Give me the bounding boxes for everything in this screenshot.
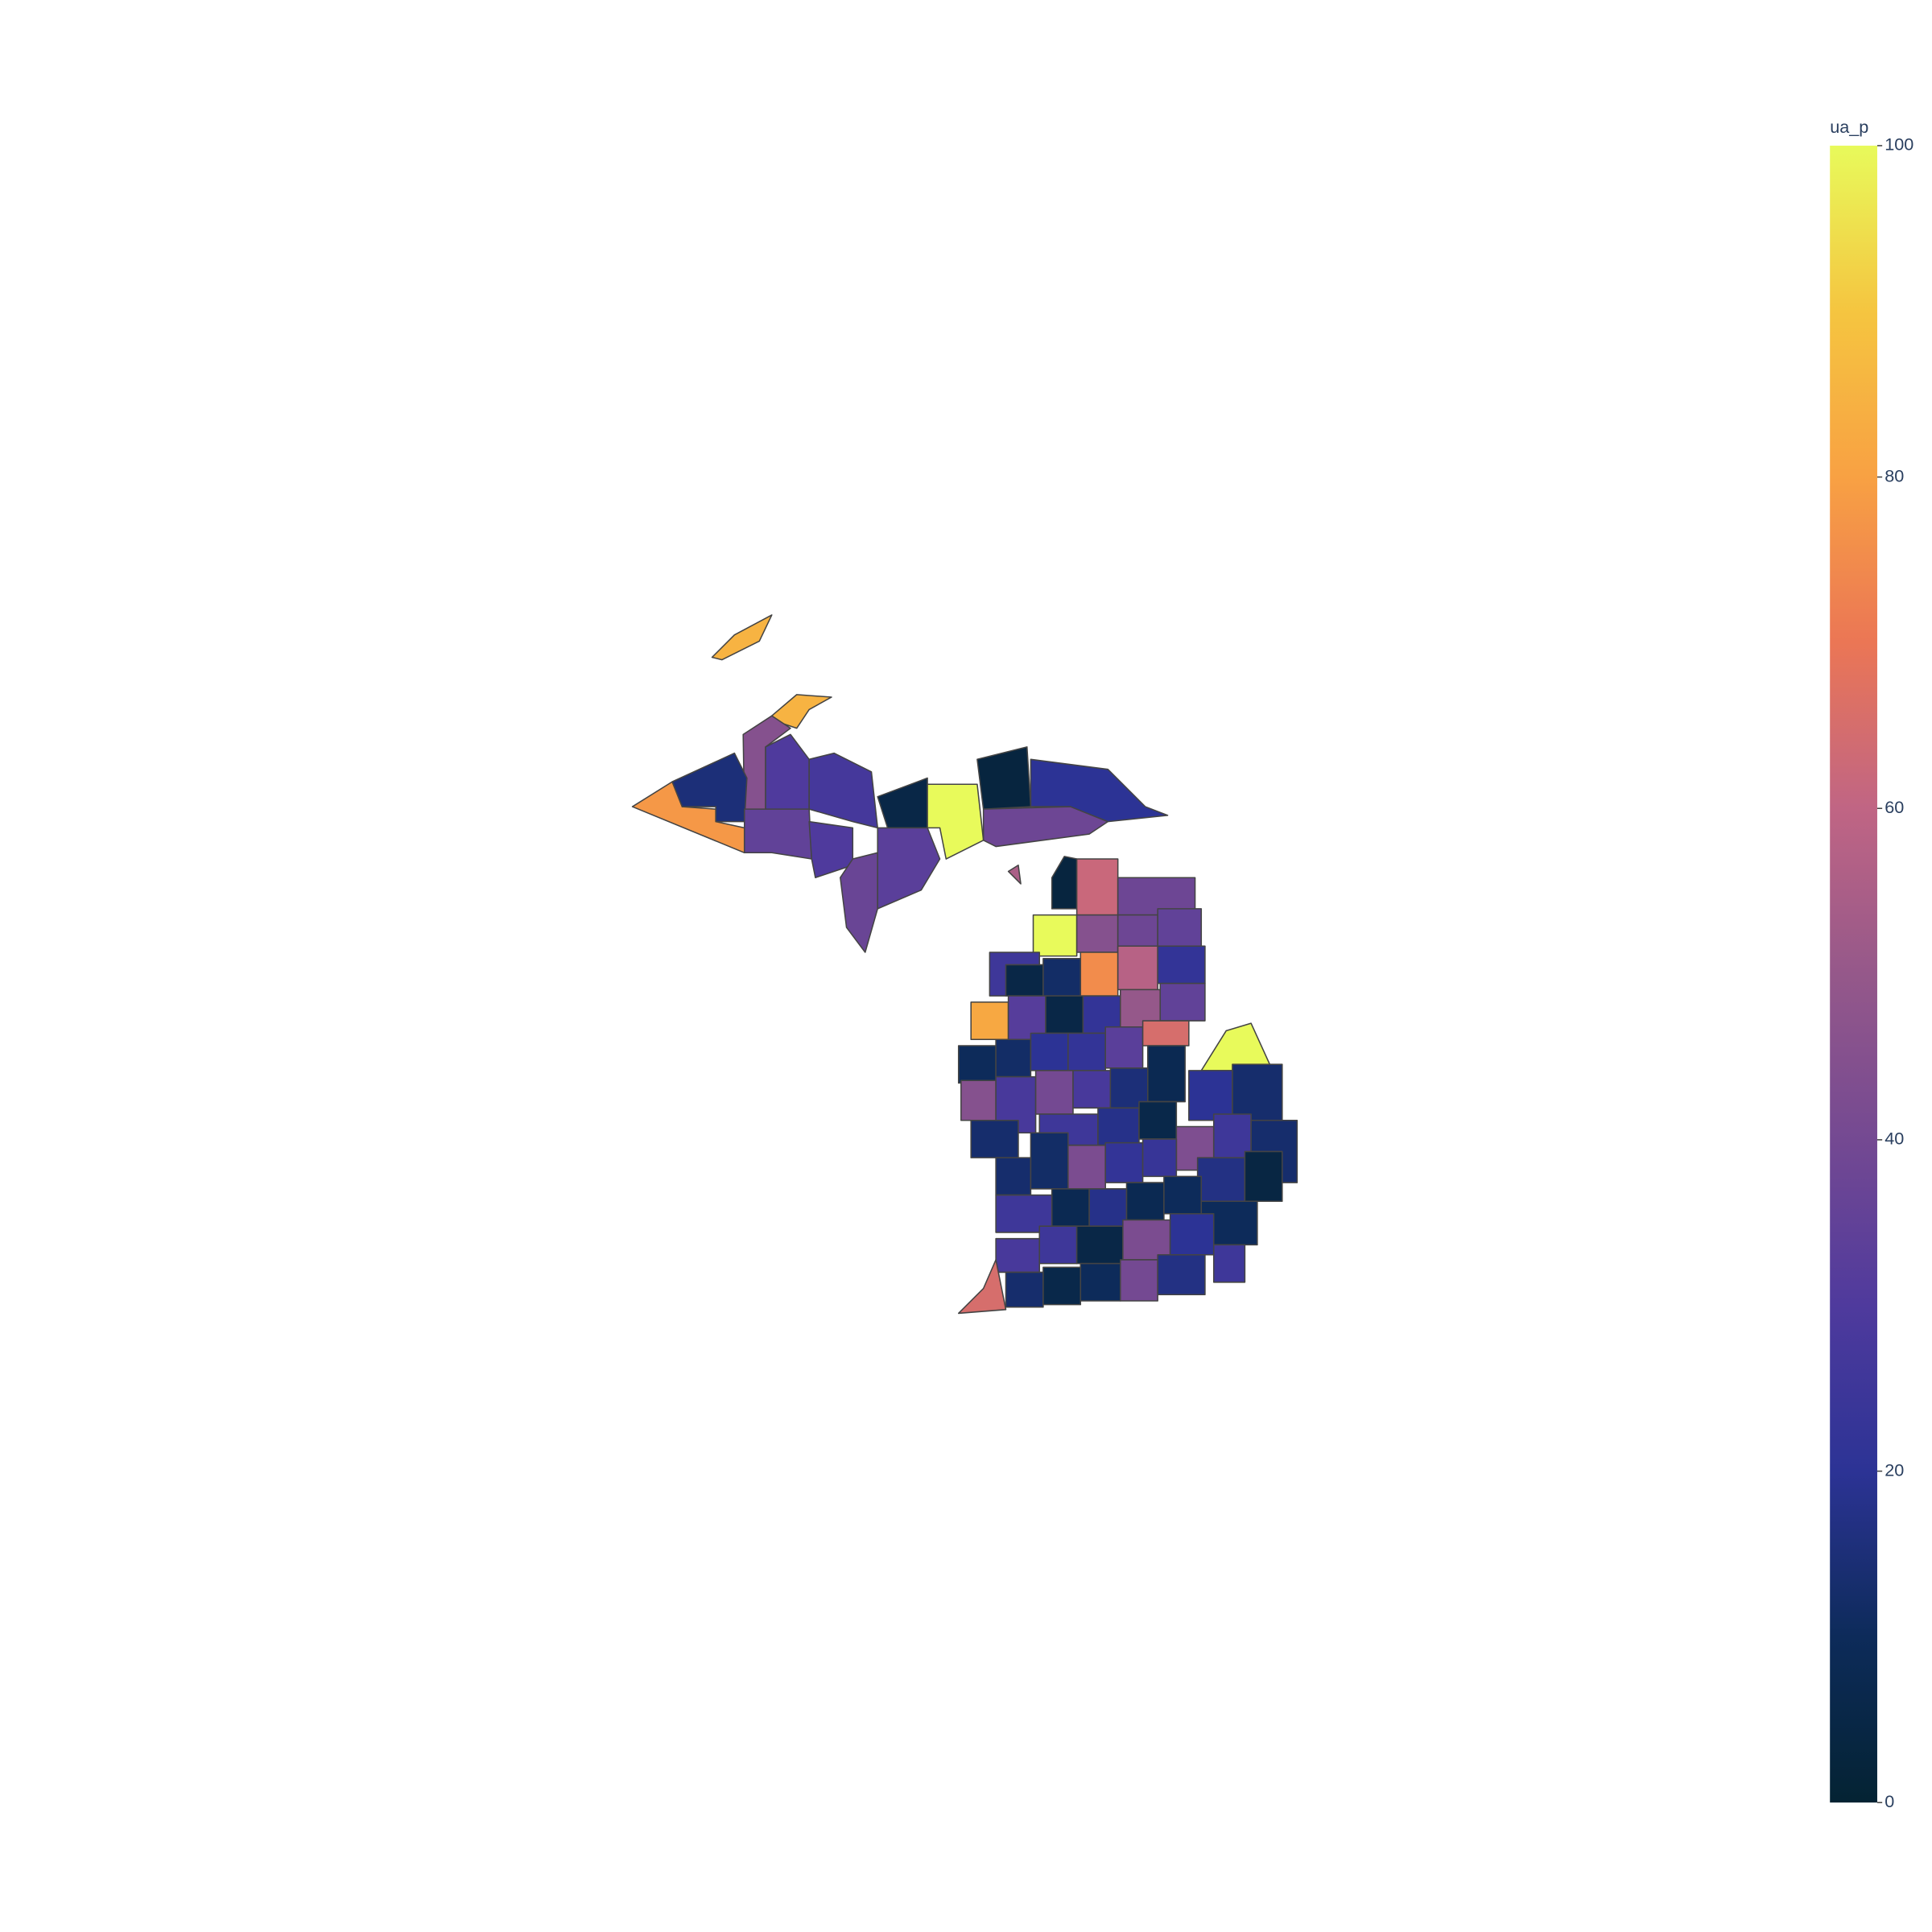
- county: [1075, 858, 1119, 916]
- county: [1075, 914, 1119, 953]
- county: [1163, 1175, 1203, 1215]
- county: [765, 733, 810, 816]
- county: [1169, 1212, 1215, 1256]
- county: [1122, 1219, 1171, 1261]
- county: [1088, 1188, 1128, 1227]
- county: [1232, 1063, 1283, 1121]
- county: [1032, 914, 1078, 957]
- county: [957, 1259, 1007, 1315]
- colorbar-tick-label: 20: [1885, 1459, 1904, 1480]
- county: [1188, 1070, 1233, 1121]
- county: [1138, 1100, 1178, 1140]
- county: [1075, 1225, 1124, 1265]
- county: [1104, 1026, 1144, 1069]
- county: [1042, 957, 1082, 997]
- county: [1005, 1271, 1044, 1308]
- county: [957, 1045, 997, 1084]
- county: [1212, 1244, 1246, 1283]
- colorbar-tick-label: 80: [1885, 465, 1904, 485]
- county: [1119, 1259, 1158, 1302]
- county: [1125, 1182, 1165, 1221]
- colorbar-tick-label: 40: [1885, 1129, 1904, 1149]
- colorbar-tick-label: 100: [1885, 134, 1913, 155]
- county: [743, 808, 813, 860]
- county: [1067, 1032, 1106, 1071]
- colorbar-title: ua_p: [1830, 117, 1868, 137]
- county: [1030, 758, 1169, 823]
- county: [970, 1119, 1019, 1158]
- county: [1097, 1107, 1140, 1146]
- county: [671, 752, 748, 823]
- county: [995, 1237, 1041, 1274]
- county: [1034, 1070, 1074, 1115]
- county: [1038, 1225, 1078, 1265]
- county: [1072, 1070, 1112, 1109]
- county: [995, 1038, 1032, 1078]
- county: [1200, 1022, 1271, 1071]
- county: [877, 777, 928, 829]
- county: [1080, 1262, 1121, 1302]
- colorbar: [1830, 145, 1877, 1803]
- county: [960, 1080, 997, 1121]
- county: [1244, 1150, 1283, 1203]
- county: [1157, 1253, 1206, 1296]
- county: [1067, 1144, 1106, 1190]
- colorbar-tick-label: 60: [1885, 797, 1904, 817]
- county: [995, 1157, 1032, 1196]
- map-layer: ua_p 0 20 40 60 80 100: [631, 117, 1913, 1811]
- county: [1030, 1032, 1069, 1071]
- county: [1147, 1045, 1186, 1103]
- county: [808, 820, 854, 878]
- county: [976, 746, 1032, 810]
- colorbar-tick-label: 0: [1885, 1791, 1894, 1811]
- county: [1104, 1141, 1144, 1183]
- county: [1157, 945, 1206, 985]
- county: [1007, 864, 1022, 885]
- county: [1196, 1157, 1246, 1206]
- county: [1045, 995, 1084, 1034]
- county: [1141, 1138, 1178, 1178]
- county: [927, 783, 985, 860]
- county: [1117, 945, 1158, 991]
- county: [1159, 982, 1206, 1022]
- county: [1005, 964, 1044, 997]
- county: [711, 614, 773, 661]
- county: [877, 827, 941, 910]
- county: [970, 1001, 1009, 1041]
- county: [1141, 1020, 1190, 1046]
- county: [1042, 1266, 1082, 1306]
- county: [1051, 856, 1078, 910]
- county: [808, 752, 878, 829]
- county: [1080, 952, 1119, 997]
- county: [1051, 1188, 1090, 1227]
- county: [1030, 1132, 1069, 1190]
